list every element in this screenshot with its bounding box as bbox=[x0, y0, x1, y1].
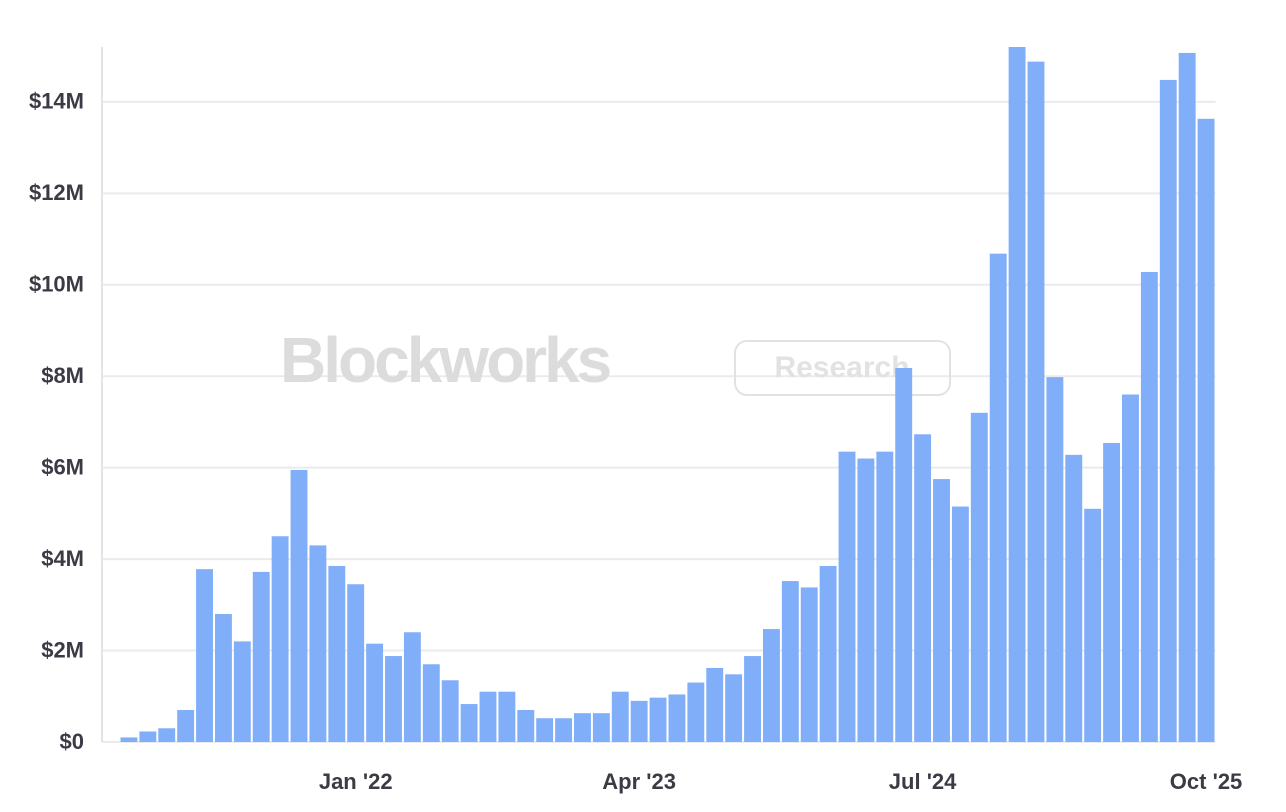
bar bbox=[725, 674, 743, 742]
bar bbox=[158, 728, 176, 742]
x-tick-label: Jul '24 bbox=[889, 769, 957, 794]
bar bbox=[460, 704, 478, 742]
bar bbox=[687, 682, 705, 742]
watermark-tag: Research bbox=[774, 351, 909, 384]
bar bbox=[120, 737, 138, 742]
x-tick-label: Apr '23 bbox=[602, 769, 676, 794]
bar bbox=[536, 718, 554, 742]
bar bbox=[914, 434, 932, 742]
bar bbox=[781, 581, 799, 742]
bar bbox=[649, 697, 667, 742]
bar bbox=[819, 565, 837, 742]
bar bbox=[592, 713, 610, 742]
bar bbox=[196, 569, 213, 742]
bar bbox=[1140, 271, 1158, 742]
bar bbox=[366, 643, 384, 742]
bar bbox=[271, 536, 289, 742]
y-tick-label: $4M bbox=[41, 546, 84, 571]
bar bbox=[933, 479, 950, 742]
bar bbox=[555, 718, 573, 742]
bar bbox=[1065, 454, 1083, 742]
bar bbox=[177, 709, 195, 742]
bar bbox=[857, 458, 875, 742]
bar bbox=[1084, 508, 1102, 742]
bar bbox=[951, 506, 969, 742]
x-tick-label: Jan '22 bbox=[319, 769, 393, 794]
bar bbox=[498, 691, 516, 742]
bar bbox=[309, 545, 327, 742]
y-tick-label: $12M bbox=[29, 180, 84, 205]
bar bbox=[574, 713, 591, 742]
bar bbox=[214, 613, 232, 742]
bar bbox=[328, 565, 346, 742]
bar bbox=[403, 632, 421, 742]
bars bbox=[120, 47, 1215, 743]
bar bbox=[1178, 52, 1196, 742]
watermark-box bbox=[734, 340, 951, 396]
y-tick-label: $10M bbox=[29, 272, 84, 297]
bar bbox=[1197, 118, 1215, 742]
bar bbox=[800, 587, 818, 742]
bar bbox=[970, 412, 988, 742]
bar bbox=[762, 629, 780, 742]
bar bbox=[876, 451, 894, 742]
bar bbox=[744, 656, 761, 742]
bar bbox=[233, 641, 251, 742]
bar bbox=[1027, 61, 1045, 742]
y-tick-label: $8M bbox=[41, 363, 84, 388]
bar bbox=[290, 469, 308, 742]
bar bbox=[1008, 47, 1026, 742]
bar bbox=[611, 691, 629, 742]
bar bbox=[517, 709, 535, 742]
watermark-brand: Blockworks bbox=[280, 324, 610, 396]
bar bbox=[838, 451, 856, 742]
bar bbox=[989, 253, 1007, 742]
bar bbox=[385, 656, 402, 742]
y-tick-label: $2M bbox=[41, 637, 84, 662]
bar bbox=[1122, 394, 1139, 742]
bar bbox=[706, 667, 724, 742]
y-tick-label: $14M bbox=[29, 89, 84, 114]
bar bbox=[139, 731, 157, 742]
bar bbox=[479, 691, 497, 742]
y-tick-label: $6M bbox=[41, 454, 84, 479]
bar bbox=[441, 680, 459, 742]
bar bbox=[668, 694, 686, 742]
bar bbox=[1046, 377, 1064, 742]
bar bbox=[1159, 79, 1177, 743]
bar bbox=[422, 664, 440, 742]
y-tick-label: $0 bbox=[60, 729, 84, 754]
x-tick-label: Oct '25 bbox=[1170, 769, 1243, 794]
bar bbox=[630, 700, 648, 742]
bar bbox=[895, 367, 913, 742]
bar bbox=[347, 584, 365, 742]
bar bbox=[1103, 442, 1121, 742]
bar bbox=[252, 571, 270, 742]
